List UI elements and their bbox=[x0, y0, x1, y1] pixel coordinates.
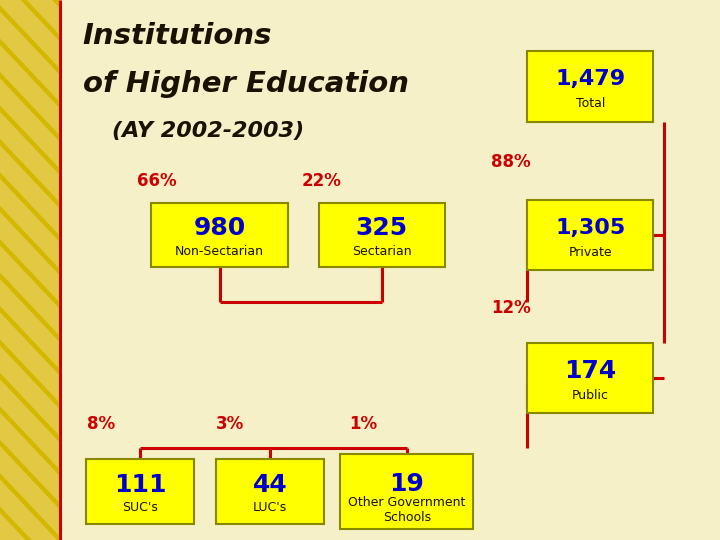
Text: Institutions: Institutions bbox=[83, 22, 272, 50]
Text: 44: 44 bbox=[253, 473, 287, 497]
Polygon shape bbox=[0, 45, 61, 137]
FancyBboxPatch shape bbox=[86, 459, 194, 524]
Polygon shape bbox=[0, 413, 61, 504]
Text: 1,305: 1,305 bbox=[555, 218, 626, 238]
FancyBboxPatch shape bbox=[527, 200, 654, 270]
Text: 8%: 8% bbox=[86, 415, 115, 433]
Polygon shape bbox=[0, 0, 61, 70]
Text: SUC's: SUC's bbox=[122, 501, 158, 514]
Text: Private: Private bbox=[569, 246, 612, 259]
Text: LUC's: LUC's bbox=[253, 501, 287, 514]
Text: 12%: 12% bbox=[491, 299, 531, 317]
Text: 1,479: 1,479 bbox=[555, 69, 626, 90]
Text: 66%: 66% bbox=[137, 172, 177, 190]
Polygon shape bbox=[0, 313, 61, 404]
Text: Total: Total bbox=[576, 97, 605, 111]
FancyBboxPatch shape bbox=[319, 202, 444, 267]
Text: 88%: 88% bbox=[491, 153, 531, 171]
Text: 174: 174 bbox=[564, 359, 616, 383]
Text: Public: Public bbox=[572, 389, 609, 402]
Text: 22%: 22% bbox=[301, 172, 341, 190]
Polygon shape bbox=[0, 0, 61, 37]
Polygon shape bbox=[0, 446, 61, 538]
Text: (AY 2002-2003): (AY 2002-2003) bbox=[112, 122, 304, 141]
Polygon shape bbox=[0, 379, 61, 471]
FancyBboxPatch shape bbox=[151, 202, 288, 267]
FancyBboxPatch shape bbox=[216, 459, 324, 524]
Text: 1%: 1% bbox=[349, 415, 378, 433]
Polygon shape bbox=[0, 0, 61, 3]
FancyBboxPatch shape bbox=[0, 0, 61, 540]
Text: of Higher Education: of Higher Education bbox=[83, 70, 409, 98]
Polygon shape bbox=[0, 145, 61, 237]
FancyBboxPatch shape bbox=[527, 343, 654, 413]
Text: Sectarian: Sectarian bbox=[352, 245, 411, 258]
Text: 19: 19 bbox=[390, 472, 424, 496]
Text: Non-Sectarian: Non-Sectarian bbox=[175, 245, 264, 258]
Polygon shape bbox=[0, 112, 61, 204]
Polygon shape bbox=[0, 78, 61, 170]
Polygon shape bbox=[0, 513, 61, 540]
Text: 325: 325 bbox=[356, 217, 408, 240]
Polygon shape bbox=[0, 212, 61, 304]
Polygon shape bbox=[0, 480, 61, 540]
FancyBboxPatch shape bbox=[527, 51, 654, 122]
Text: 3%: 3% bbox=[216, 415, 245, 433]
Text: 111: 111 bbox=[114, 473, 166, 497]
Polygon shape bbox=[0, 346, 61, 437]
Polygon shape bbox=[0, 279, 61, 371]
Polygon shape bbox=[0, 179, 61, 271]
Polygon shape bbox=[0, 246, 61, 338]
Polygon shape bbox=[0, 11, 61, 103]
Text: Other Government
Schools: Other Government Schools bbox=[348, 496, 466, 524]
Text: 980: 980 bbox=[194, 217, 246, 240]
FancyBboxPatch shape bbox=[340, 454, 474, 529]
